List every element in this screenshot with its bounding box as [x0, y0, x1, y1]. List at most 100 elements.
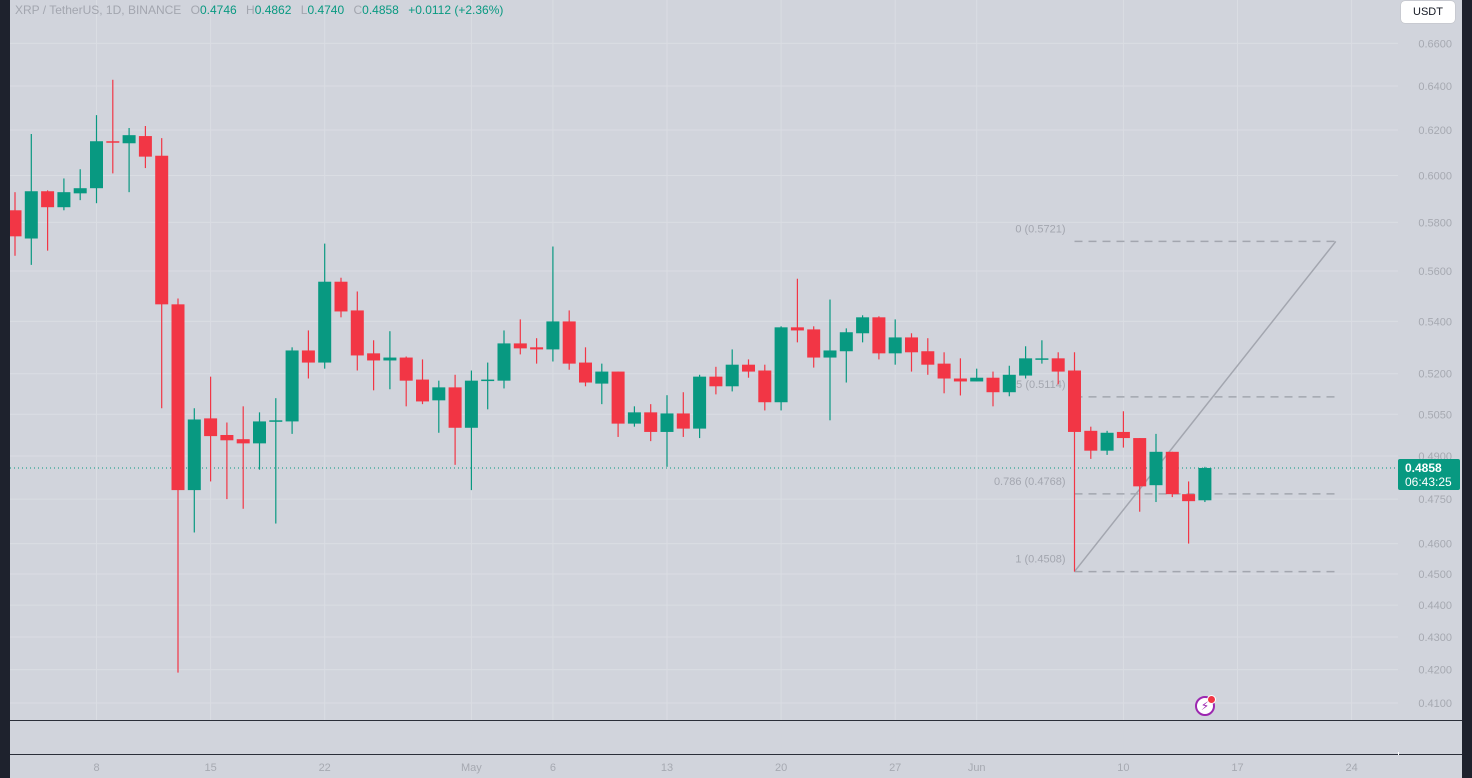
candle-body-up[interactable] — [464, 380, 478, 428]
candle-body-down[interactable] — [611, 371, 625, 424]
candle-body-down[interactable] — [758, 370, 772, 403]
time-axis-label: 8 — [93, 762, 99, 774]
candle-body-up[interactable] — [725, 364, 739, 387]
candle-body-down[interactable] — [301, 350, 315, 363]
price-axis-label: 0.4600 — [1418, 539, 1452, 551]
candle-body-up[interactable] — [57, 192, 71, 208]
candle-body-up[interactable] — [1149, 451, 1163, 486]
fib-level-label: 1 (0.4508) — [1015, 554, 1065, 566]
candle-body-up[interactable] — [432, 387, 446, 401]
candle-body-up[interactable] — [253, 421, 266, 444]
candle-body-up[interactable] — [1100, 432, 1114, 451]
price-chart[interactable]: 0.6600 0.6400 0.6200 0.6000 0.5800 0.5600 0.54… — [10, 0, 1462, 778]
pane-divider[interactable] — [10, 720, 1462, 721]
candle-body-up[interactable] — [546, 321, 560, 350]
candle-body-down[interactable] — [742, 364, 755, 372]
candle-body-up[interactable] — [595, 371, 609, 384]
time-axis-label: 15 — [204, 762, 216, 774]
candle-body-down[interactable] — [905, 337, 918, 353]
candle-body-up[interactable] — [660, 413, 674, 432]
currency-button[interactable]: USDT — [1401, 1, 1455, 23]
candle-body-down[interactable] — [1182, 494, 1196, 502]
candle-body-up[interactable] — [73, 188, 87, 194]
candle-body-up[interactable] — [269, 420, 283, 422]
candle-body-down[interactable] — [41, 191, 55, 208]
close-value: 0.4858 — [362, 3, 399, 17]
price-axis-label: 0.6600 — [1418, 38, 1452, 50]
open-value: 0.4746 — [199, 3, 237, 17]
candle-body-down[interactable] — [953, 378, 967, 382]
candle-body-up[interactable] — [774, 327, 788, 403]
price-axis-label: 0.6000 — [1418, 170, 1452, 182]
fib-level-label: 0.5 (0.5114) — [1007, 379, 1066, 391]
candle-body-up[interactable] — [122, 135, 136, 144]
candle-body-up[interactable] — [383, 357, 397, 361]
candle-body-up[interactable] — [1035, 358, 1049, 360]
candle-body-up[interactable] — [1019, 358, 1033, 376]
candle-body-up[interactable] — [823, 350, 837, 358]
time-axis-label: 10 — [1117, 762, 1129, 774]
candle-body-down[interactable] — [416, 379, 429, 402]
candle-body-down[interactable] — [334, 281, 348, 312]
candle-body-down[interactable] — [644, 412, 658, 432]
candle-body-down[interactable] — [709, 376, 723, 387]
candle-body-up[interactable] — [839, 332, 853, 352]
time-axis-divider — [10, 754, 1462, 755]
candle-body-down[interactable] — [448, 387, 462, 428]
candle-body-down[interactable] — [921, 351, 935, 365]
candle-body-down[interactable] — [513, 343, 527, 349]
candle-body-down[interactable] — [1133, 438, 1147, 487]
left-toolbar-edge — [0, 0, 10, 778]
candle-body-up[interactable] — [693, 376, 707, 429]
candle-body-up[interactable] — [1002, 374, 1016, 393]
candle-body-down[interactable] — [204, 418, 218, 437]
candle-body-up[interactable] — [24, 191, 38, 239]
candle-body-down[interactable] — [530, 347, 544, 350]
candle-body-down[interactable] — [1084, 430, 1098, 451]
price-axis-label: 0.4300 — [1418, 632, 1452, 644]
price-axis-label: 0.6400 — [1418, 81, 1452, 93]
candle-body-up[interactable] — [318, 281, 332, 363]
candle-body-down[interactable] — [790, 327, 804, 331]
fib-level-label: 0.786 (0.4768) — [994, 476, 1066, 488]
candle-body-down[interactable] — [1051, 358, 1065, 372]
candle-body-down[interactable] — [367, 353, 381, 361]
candle-body-down[interactable] — [1165, 451, 1179, 495]
candle-body-up[interactable] — [627, 412, 641, 424]
candle-body-down[interactable] — [10, 210, 22, 237]
candle-body-down[interactable] — [1068, 370, 1081, 432]
candle-body-down[interactable] — [350, 310, 364, 356]
candle-body-up[interactable] — [497, 343, 511, 381]
candle-body-up[interactable] — [90, 141, 103, 189]
candle-body-down[interactable] — [138, 136, 152, 157]
candle-body-up[interactable] — [970, 377, 984, 382]
candle-body-down[interactable] — [171, 304, 185, 491]
last-price: 0.4858 — [1405, 461, 1442, 475]
candle-body-down[interactable] — [1116, 431, 1130, 439]
candle-body-up[interactable] — [481, 379, 495, 382]
candle-body-down[interactable] — [562, 321, 576, 364]
fib-trend-line[interactable] — [1073, 240, 1337, 573]
candle-body-down[interactable] — [155, 155, 169, 305]
candle-body-up[interactable] — [888, 337, 902, 354]
price-axis-label: 0.4500 — [1418, 569, 1452, 581]
notification-dot — [1207, 695, 1216, 704]
candle-body-down[interactable] — [106, 141, 120, 143]
candle-body-down[interactable] — [937, 363, 951, 379]
candle-body-down[interactable] — [220, 434, 234, 441]
candle-body-down[interactable] — [807, 329, 821, 358]
price-axis-label: 0.5050 — [1418, 409, 1452, 421]
candle-body-up[interactable] — [1198, 467, 1212, 501]
lightning-bolt-icon[interactable]: ⚡︎ — [1195, 695, 1216, 716]
candle-body-down[interactable] — [579, 362, 592, 383]
price-axis-label: 0.4100 — [1418, 698, 1452, 710]
candle-body-up[interactable] — [285, 350, 299, 422]
candle-body-up[interactable] — [187, 419, 201, 491]
candle-body-down[interactable] — [676, 413, 690, 429]
candle-body-down[interactable] — [399, 357, 413, 381]
candle-body-up[interactable] — [856, 317, 870, 334]
candle-body-down[interactable] — [986, 377, 1000, 393]
price-axis-label: 0.5400 — [1418, 316, 1452, 328]
candle-body-down[interactable] — [872, 317, 886, 354]
candle-body-down[interactable] — [236, 439, 250, 444]
